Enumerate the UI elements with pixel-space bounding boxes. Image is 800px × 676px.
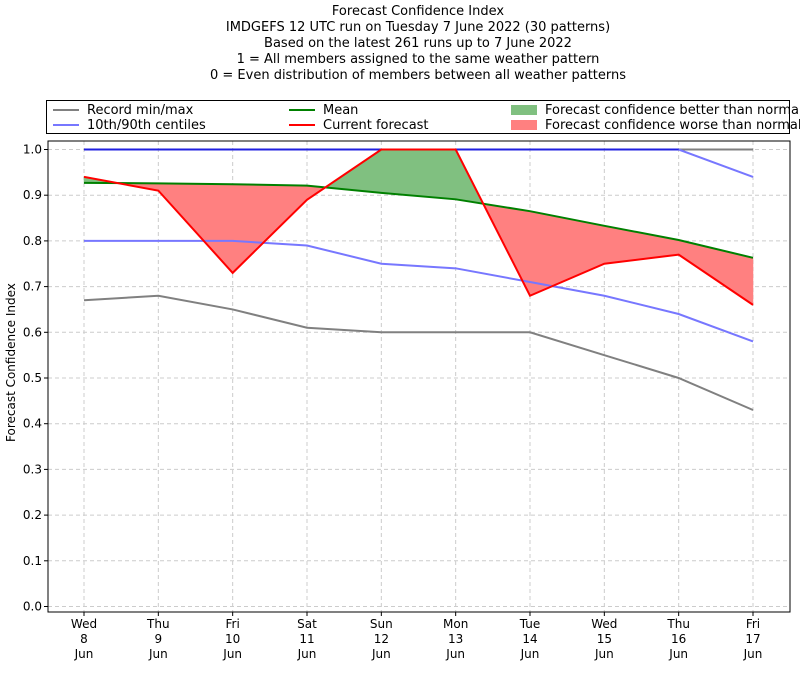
legend-item-current: Current forecast <box>289 117 429 133</box>
worse-than-normal-area <box>604 225 679 265</box>
x-tick-label: Jun <box>520 647 540 661</box>
y-tick-label: 0.5 <box>23 371 42 385</box>
x-tick-label: Sun <box>370 617 393 631</box>
x-tick-label: Jun <box>743 647 763 661</box>
x-tick-label: Jun <box>594 647 614 661</box>
legend-swatch <box>289 109 315 111</box>
x-tick-label: Jun <box>222 647 242 661</box>
y-tick-label: 0.6 <box>23 325 42 339</box>
p10-line <box>84 239 754 343</box>
better-than-normal-area <box>381 149 456 200</box>
record-min-line <box>83 294 754 411</box>
x-tick-label: Thu <box>146 617 170 631</box>
x-tick-label: Jun <box>371 647 391 661</box>
chart-title: Forecast Confidence Index IMDGEFS 12 UTC… <box>0 4 800 84</box>
y-tick-label: 0.3 <box>23 462 42 476</box>
legend-label: Forecast confidence worse than normal <box>545 117 800 133</box>
x-tick-label: Mon <box>443 617 468 631</box>
x-tick-label: Fri <box>746 617 760 631</box>
current-forecast-line <box>83 148 754 306</box>
x-tick-label: Wed <box>71 617 97 631</box>
title-line: IMDGEFS 12 UTC run on Tuesday 7 June 202… <box>225 20 611 35</box>
legend-item-better: Forecast confidence better than normal <box>511 102 800 118</box>
title-line: 0 = Even distribution of members between… <box>209 68 627 83</box>
x-tick-label: Wed <box>591 617 617 631</box>
x-tick-label: Fri <box>226 617 240 631</box>
x-tick-label: 10 <box>225 632 240 646</box>
plot-frame <box>47 140 791 613</box>
x-tick-label: 11 <box>299 632 314 646</box>
legend-label: Current forecast <box>323 117 429 133</box>
chart-legend: Record min/max 10th/90th centiles Mean C… <box>46 100 800 134</box>
x-tick-label: Jun <box>668 647 688 661</box>
x-tick-label: Thu <box>666 617 690 631</box>
title-line: Based on the latest 261 runs up to 7 Jun… <box>264 36 572 51</box>
x-tick-label: Jun <box>445 647 465 661</box>
x-tick-label: 15 <box>597 632 612 646</box>
x-tick-label: 16 <box>671 632 686 646</box>
legend-swatch <box>53 109 79 111</box>
y-tick-label: 0.7 <box>23 280 42 294</box>
y-tick-label: 0.0 <box>23 600 42 614</box>
y-tick-label: 0.1 <box>23 554 42 568</box>
x-tick-label: Jun <box>148 647 168 661</box>
y-tick-label: 0.8 <box>23 234 42 248</box>
legend-swatch <box>511 120 537 130</box>
y-tick-label: 1.0 <box>23 143 42 157</box>
x-tick-label: 17 <box>745 632 760 646</box>
legend-label: Mean <box>323 102 359 118</box>
legend-item-mean: Mean <box>289 102 358 118</box>
title-line: 1 = All members assigned to the same wea… <box>236 52 600 67</box>
legend-label: 10th/90th centiles <box>87 117 206 133</box>
y-tick-label: 0.2 <box>23 508 42 522</box>
x-tick-label: 12 <box>374 632 389 646</box>
x-tick-label: Sat <box>297 617 317 631</box>
x-tick-label: 14 <box>522 632 537 646</box>
x-tick-label: Jun <box>297 647 317 661</box>
x-tick-label: Jun <box>74 647 94 661</box>
x-tick-label: 13 <box>448 632 463 646</box>
legend-label: Record min/max <box>87 102 194 118</box>
x-tick-label: 8 <box>80 632 88 646</box>
legend-item-centiles: 10th/90th centiles <box>53 117 206 133</box>
legend-swatch <box>53 124 79 126</box>
worse-than-normal-area <box>232 183 308 274</box>
legend-label: Forecast confidence better than normal <box>545 102 800 118</box>
mean-line <box>83 181 754 259</box>
y-tick-label: 0.4 <box>23 417 42 431</box>
y-tick-label: 0.9 <box>23 188 42 202</box>
x-tick-label: 9 <box>155 632 163 646</box>
title-line: Forecast Confidence Index <box>331 4 505 19</box>
legend-swatch <box>511 105 537 115</box>
legend-item-record: Record min/max <box>53 102 193 118</box>
legend-swatch <box>289 124 315 126</box>
x-tick-label: Tue <box>519 617 541 631</box>
legend-item-worse: Forecast confidence worse than normal <box>511 117 800 133</box>
